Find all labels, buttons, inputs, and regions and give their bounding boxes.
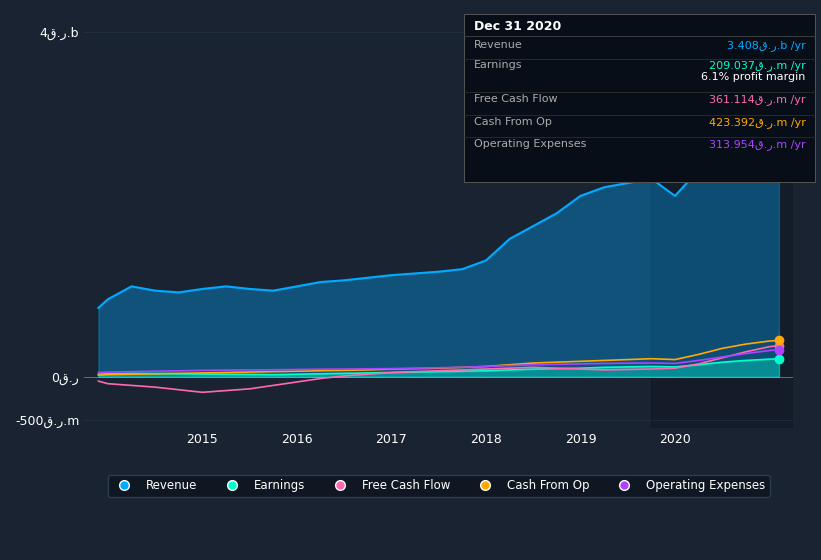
- Text: 423.392ق.ر.m /yr: 423.392ق.ر.m /yr: [709, 117, 805, 128]
- Text: Cash From Op: Cash From Op: [474, 117, 552, 127]
- Legend: Revenue, Earnings, Free Cash Flow, Cash From Op, Operating Expenses: Revenue, Earnings, Free Cash Flow, Cash …: [108, 474, 770, 497]
- Text: Free Cash Flow: Free Cash Flow: [474, 95, 557, 105]
- Text: 361.114ق.ر.m /yr: 361.114ق.ر.m /yr: [709, 95, 805, 105]
- Text: 3.408ق.ر.b /yr: 3.408ق.ر.b /yr: [727, 40, 805, 50]
- Text: 313.954ق.ر.m /yr: 313.954ق.ر.m /yr: [709, 139, 805, 150]
- Text: 209.037ق.ر.m /yr: 209.037ق.ر.m /yr: [709, 60, 805, 71]
- Text: Revenue: Revenue: [474, 40, 522, 50]
- Text: Operating Expenses: Operating Expenses: [474, 139, 586, 150]
- Bar: [651, 15, 793, 428]
- Text: Earnings: Earnings: [474, 60, 522, 71]
- Text: Dec 31 2020: Dec 31 2020: [474, 20, 561, 32]
- Text: 6.1% profit margin: 6.1% profit margin: [701, 72, 805, 82]
